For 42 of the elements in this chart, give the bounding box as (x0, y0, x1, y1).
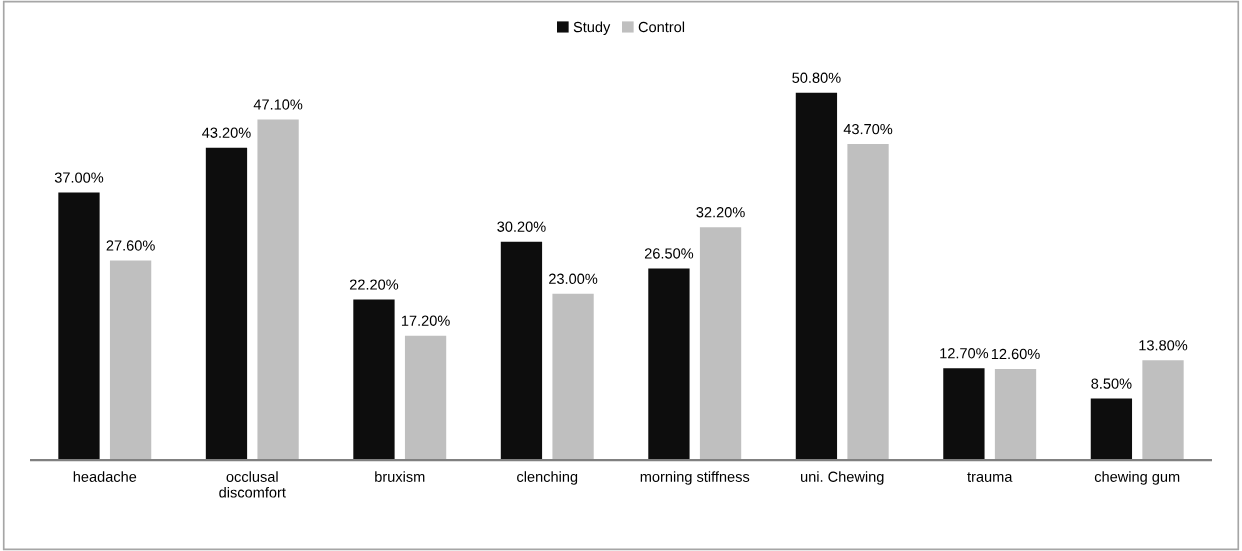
bar (795, 92, 838, 461)
data-label: 37.00% (54, 172, 104, 183)
data-label: 12.70% (940, 348, 989, 359)
data-label: 30.20% (497, 221, 546, 232)
x-tick-label: headache (73, 471, 137, 482)
bar (353, 299, 395, 461)
bar (58, 192, 100, 461)
bar (109, 260, 152, 461)
data-label: 43.70% (843, 123, 893, 135)
x-tick-label: occlusal discomfort (219, 471, 286, 498)
data-label: 23.00% (549, 273, 598, 284)
bar (699, 227, 742, 461)
data-label: 47.10% (253, 99, 303, 110)
x-tick-label: clenching (517, 471, 578, 485)
bar (847, 144, 889, 461)
data-label: 13.80% (1139, 340, 1188, 351)
bar (205, 147, 248, 461)
legend-label: Study (573, 21, 611, 36)
legend-label: Control (638, 21, 685, 33)
data-label: 22.20% (349, 279, 399, 290)
data-label: 50.80% (792, 72, 841, 83)
bar (648, 268, 690, 461)
bar (994, 368, 1037, 461)
bar (1142, 360, 1184, 461)
x-tick-label: chewing gum (1094, 471, 1180, 485)
bar (257, 119, 299, 461)
data-label: 17.20% (401, 315, 450, 326)
bar (404, 335, 447, 461)
data-label: 43.20% (202, 127, 251, 138)
x-tick-label: uni. Chewing (801, 471, 884, 485)
data-label: 26.50% (644, 248, 694, 259)
bar (500, 241, 543, 461)
bar (1090, 398, 1133, 461)
data-label: 27.60% (106, 240, 155, 251)
bar (943, 368, 985, 461)
data-label: 12.60% (991, 348, 1040, 360)
data-label: 8.50% (1091, 378, 1132, 389)
x-tick-label: trauma (967, 472, 1013, 482)
x-tick-label: bruxism (375, 471, 425, 482)
bar (552, 293, 594, 461)
data-label: 32.20% (696, 207, 745, 218)
x-tick-label: morning stiffness (640, 471, 750, 485)
